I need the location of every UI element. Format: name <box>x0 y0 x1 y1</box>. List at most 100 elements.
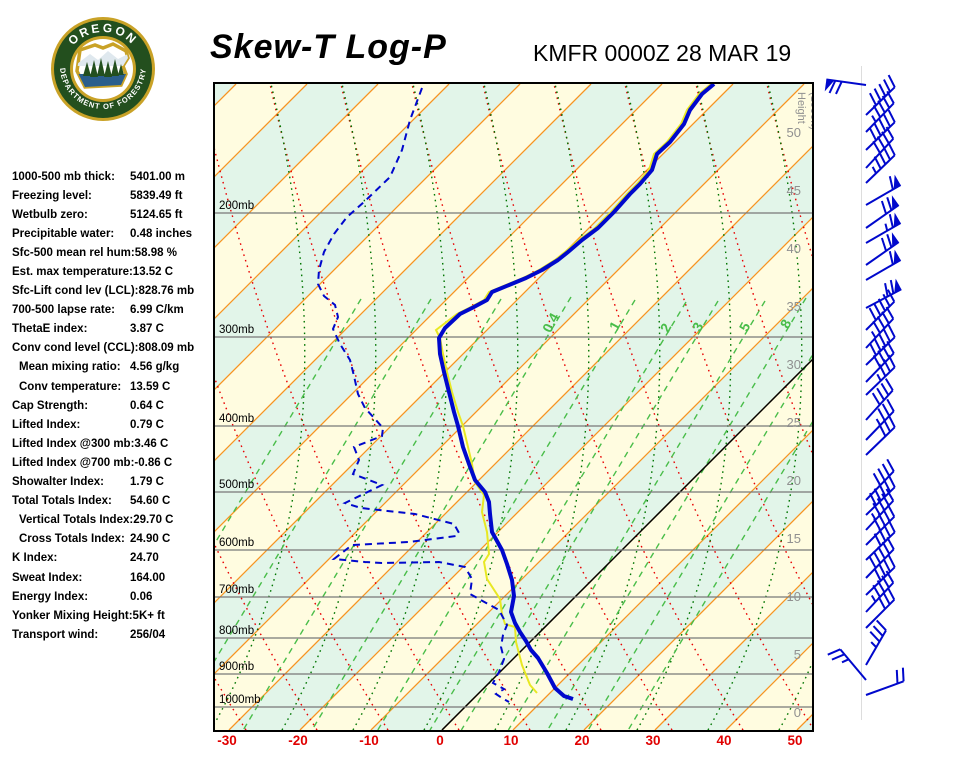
stat-label: Sfc-500 mean rel hum: <box>12 246 135 259</box>
wind-barb <box>865 554 896 596</box>
temperature-axis: -30 -20 -10 0 10 20 30 40 50 <box>213 733 833 753</box>
stat-label: Transport wind: <box>12 628 99 641</box>
temp-tick-label: -10 <box>359 733 379 748</box>
pressure-level-label: 800mb <box>219 625 254 637</box>
logo-state-emblem <box>75 42 130 89</box>
stat-label: Cap Strength: <box>12 399 89 412</box>
stat-row: Showalter Index: 1.79 C <box>12 473 212 492</box>
stat-value: 29.70 C <box>133 514 174 527</box>
stat-label: Est. max temperature: <box>12 266 133 279</box>
wind-barb <box>865 174 902 206</box>
stat-label: Freezing level: <box>12 189 92 202</box>
isotherm-band <box>215 84 812 730</box>
height-tick-label: 30 <box>787 357 801 372</box>
temperature-trace <box>437 84 716 701</box>
wind-barb <box>865 249 902 281</box>
barb-column-rule <box>861 66 862 720</box>
isotherm-line <box>215 84 663 532</box>
stat-value: 13.52 C <box>132 266 174 279</box>
height-axis-title: (1000ft) <box>808 92 812 130</box>
stat-row: Mean mixing ratio: 4.56 g/kg <box>12 358 212 377</box>
stat-row: Sfc-Lift cond lev (LCL): 828.76 mb <box>12 282 212 301</box>
stat-value: 256/04 <box>130 628 166 641</box>
stat-label: Sweat Index: <box>12 571 83 584</box>
stat-label: Lifted Index @700 mb: <box>12 456 135 469</box>
stat-row: Conv cond level (CCL): 808.09 mb <box>12 339 212 358</box>
height-tick-label: 20 <box>787 473 801 488</box>
mixing-ratio-line <box>311 296 572 730</box>
stat-value: 808.09 mb <box>138 342 195 355</box>
stat-label: K Index: <box>12 552 58 565</box>
freezing-isotherm-line <box>441 358 812 730</box>
stat-row: Sweat Index: 164.00 <box>12 568 212 587</box>
stat-label: Lifted Index @300 mb: <box>12 437 135 450</box>
temp-tick-label: -30 <box>217 733 237 748</box>
stat-value: 1.79 C <box>130 476 164 489</box>
pressure-level-label: 1000mb <box>219 694 261 706</box>
height-tick-label: 0 <box>794 705 801 720</box>
stat-row: Est. max temperature: 13.52 C <box>12 262 212 281</box>
wind-barb <box>827 648 867 681</box>
moist-adiabat-line <box>352 84 448 730</box>
wind-barb <box>865 278 902 309</box>
wind-barb <box>865 212 902 244</box>
isotherm-line <box>215 84 734 603</box>
temp-tick-label: 50 <box>787 733 803 748</box>
stat-row: Lifted Index @700 mb: -0.86 C <box>12 453 212 472</box>
temp-tick-label: 30 <box>645 733 661 748</box>
skewt-chart: 0.4 1 2 3 5 8 200mb 300mb 400mb 500mb 600mb 700mb 80… <box>213 82 814 732</box>
stat-label: Conv cond level (CCL): <box>12 342 139 355</box>
moist-adiabat-line <box>215 84 306 725</box>
stat-label: Lifted Index: <box>12 418 81 431</box>
stat-row: K Index: 24.70 <box>12 549 212 568</box>
stat-label: 1000-500 mb thick: <box>12 170 115 183</box>
stat-row: Lifted Index @300 mb: 3.46 C <box>12 434 212 453</box>
stat-row: Wetbulb zero: 5124.65 ft <box>12 205 212 224</box>
wind-barb-column <box>824 74 905 696</box>
isotherm-line <box>215 84 450 319</box>
wind-barb <box>865 289 896 331</box>
stat-value: 5124.65 ft <box>130 208 183 221</box>
stat-value: 3.87 C <box>130 323 164 336</box>
stat-value: 5401.00 m <box>130 170 185 183</box>
height-tick-label: 5 <box>794 647 801 662</box>
isotherm-line <box>654 572 812 730</box>
stat-value: -0.86 C <box>134 456 173 469</box>
stat-value: 0.64 C <box>130 399 164 412</box>
stat-row: Energy Index: 0.06 <box>12 587 212 606</box>
stat-label: Showalter Index: <box>12 476 105 489</box>
temp-tick-label: 0 <box>436 733 444 748</box>
isotherm-line <box>370 288 812 730</box>
stat-row: Lifted Index: 0.79 C <box>12 415 212 434</box>
stat-label: Yonker Mixing Height: <box>12 609 133 622</box>
height-tick-label: 35 <box>787 299 801 314</box>
mixing-ratio-line <box>215 298 432 662</box>
isotherm-line <box>583 501 812 730</box>
stat-value: 0.06 <box>130 590 153 603</box>
stat-value: 58.98 % <box>134 246 177 259</box>
isotherm-line <box>215 84 379 248</box>
stat-row: Transport wind: 256/04 <box>12 625 212 644</box>
odf-logo-icon: OREGON DEPARTMENT OF FORESTRY <box>51 17 155 121</box>
isotherm-line <box>512 430 812 730</box>
stat-value: 54.60 C <box>130 495 171 508</box>
stat-label: Mean mixing ratio: <box>19 361 121 374</box>
mixing-ratio-line <box>546 297 807 730</box>
moist-adiabat-line <box>636 84 732 730</box>
stat-value: 164.00 <box>130 571 166 584</box>
skewt-plot-area: 0.4 1 2 3 5 8200mb300mb400mb500mb600mb700mb80… <box>215 84 812 730</box>
wind-barb <box>865 414 896 456</box>
pressure-level-label: 700mb <box>219 584 254 596</box>
moist-adiabat-line <box>565 84 661 730</box>
height-tick-label: 40 <box>787 241 801 256</box>
wind-barb <box>865 667 905 696</box>
pressure-level-label: 600mb <box>219 537 254 549</box>
wind-barb <box>865 90 895 133</box>
moist-adiabat-line <box>707 84 803 730</box>
height-axis-title: Height <box>795 92 807 124</box>
stat-label: Conv temperature: <box>19 380 122 393</box>
wind-barb <box>865 619 887 666</box>
stat-row: Total Totals Index: 54.60 C <box>12 492 212 511</box>
stat-value: 4.56 g/kg <box>130 361 180 374</box>
stat-value: 5839.49 ft <box>130 189 183 202</box>
